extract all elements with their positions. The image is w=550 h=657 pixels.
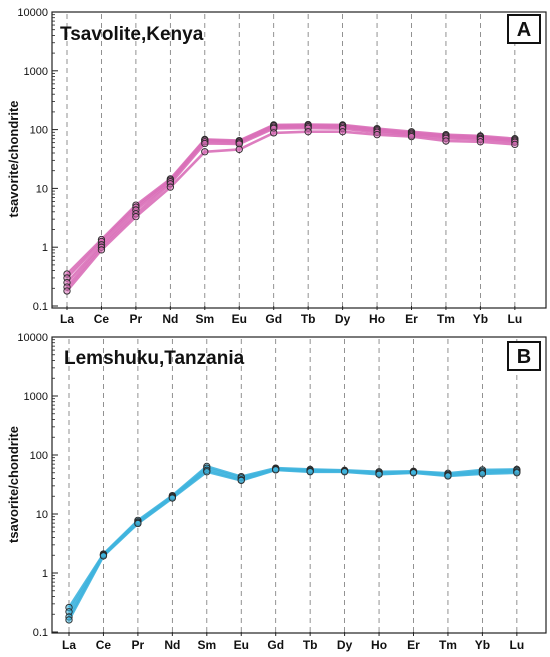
data-point [97, 246, 106, 254]
x-tick-label: Pr [130, 312, 143, 326]
y-tick-label: 1000 [24, 391, 48, 403]
panel-label-box [507, 14, 541, 44]
y-tick-label: 10 [36, 183, 48, 195]
data-point [513, 469, 521, 477]
y-tick-label: 1 [42, 242, 48, 254]
x-tick-label: Sm [197, 638, 216, 652]
series-line [67, 465, 517, 609]
x-tick-label: Nd [162, 312, 178, 326]
x-tick-label: Ce [94, 312, 110, 326]
series-line [67, 468, 517, 621]
data-point [203, 468, 211, 476]
x-tick-label: Gd [265, 312, 282, 326]
x-tick-label: Dy [335, 312, 351, 326]
x-tick-label: Ho [369, 312, 385, 326]
data-point [442, 137, 450, 145]
panel-label: B [517, 346, 531, 368]
panel-a: La Ce Pr Nd Sm Eu Gd Tb Dy Ho Er Tm Yb Lu 0.1 1 10 100 100… [6, 7, 547, 326]
y-tick-label: 0.1 [33, 627, 48, 639]
data-point [373, 131, 381, 139]
y-tick-label: 10000 [17, 332, 48, 344]
data-point [338, 128, 347, 136]
data-point [235, 145, 243, 154]
panel-label-box [507, 341, 541, 371]
data-point [166, 183, 175, 191]
data-point [304, 128, 312, 136]
data-point [201, 139, 209, 148]
data-point [272, 466, 280, 474]
data-point [444, 472, 452, 480]
x-tick-label: Lu [508, 312, 523, 326]
data-point [476, 138, 485, 146]
x-tick-label: Yb [475, 638, 490, 652]
series-line [66, 126, 516, 288]
data-point [409, 469, 418, 477]
series-line [66, 123, 516, 275]
series-line [66, 124, 516, 279]
y-tick-label: 100 [30, 450, 48, 462]
x-tick-label: Er [407, 638, 420, 652]
y-tick-label: 1000 [24, 66, 48, 78]
x-tick-label: Sm [195, 312, 214, 326]
chart-title: Tsavolite,Kenya [60, 24, 204, 45]
x-tick-label: Tm [437, 312, 455, 326]
x-tick-label: La [60, 312, 74, 326]
x-tick-label: Eu [232, 312, 247, 326]
y-tick-label: 100 [30, 125, 48, 137]
x-tick-label: La [62, 638, 76, 652]
data-point [132, 213, 140, 221]
data-point [63, 287, 71, 295]
x-tick-label: Ce [96, 638, 112, 652]
x-tick-label: Pr [132, 638, 145, 652]
data-point [237, 476, 245, 485]
series-line [66, 130, 515, 292]
x-tick-label: Eu [234, 638, 249, 652]
y-axis-label: tsavorite/chondrite [6, 100, 21, 217]
plot-frame [51, 336, 547, 634]
data-point [478, 470, 487, 478]
panel-label: A [517, 19, 531, 41]
plot-frame [51, 11, 547, 309]
y-tick-label: 1 [42, 568, 48, 580]
panel-b: La Ce Pr Nd Sm Eu Gd Tb Dy Ho Er Tm Yb Lu 0.1 1 10 100 100… [6, 332, 547, 652]
data-point [340, 468, 349, 476]
x-tick-label: Ho [371, 638, 387, 652]
data-point [201, 148, 209, 156]
data-point [306, 468, 314, 476]
x-tick-label: Er [405, 312, 418, 326]
x-tick-label: Yb [473, 312, 488, 326]
x-tick-label: Gd [267, 638, 284, 652]
data-point [407, 132, 416, 141]
data-point [168, 494, 177, 502]
data-point [99, 552, 108, 560]
x-tick-label: Tb [301, 312, 316, 326]
data-point [375, 470, 383, 478]
data-point [270, 129, 278, 137]
x-tick-label: Dy [337, 638, 353, 652]
data-point [65, 616, 73, 624]
y-tick-label: 0.1 [33, 301, 48, 313]
x-tick-label: Tb [303, 638, 318, 652]
chart-title: Lemshuku,Tanzania [64, 348, 245, 369]
data-point [511, 140, 519, 149]
series-line [67, 466, 517, 613]
x-tick-label: Lu [510, 638, 525, 652]
series-line [67, 468, 517, 618]
data-point [134, 519, 142, 528]
x-tick-label: Tm [439, 638, 457, 652]
y-tick-label: 10 [36, 509, 48, 521]
y-tick-label: 10000 [17, 7, 48, 19]
x-tick-label: Nd [164, 638, 180, 652]
y-axis-label: tsavorite/chondrite [6, 426, 21, 543]
